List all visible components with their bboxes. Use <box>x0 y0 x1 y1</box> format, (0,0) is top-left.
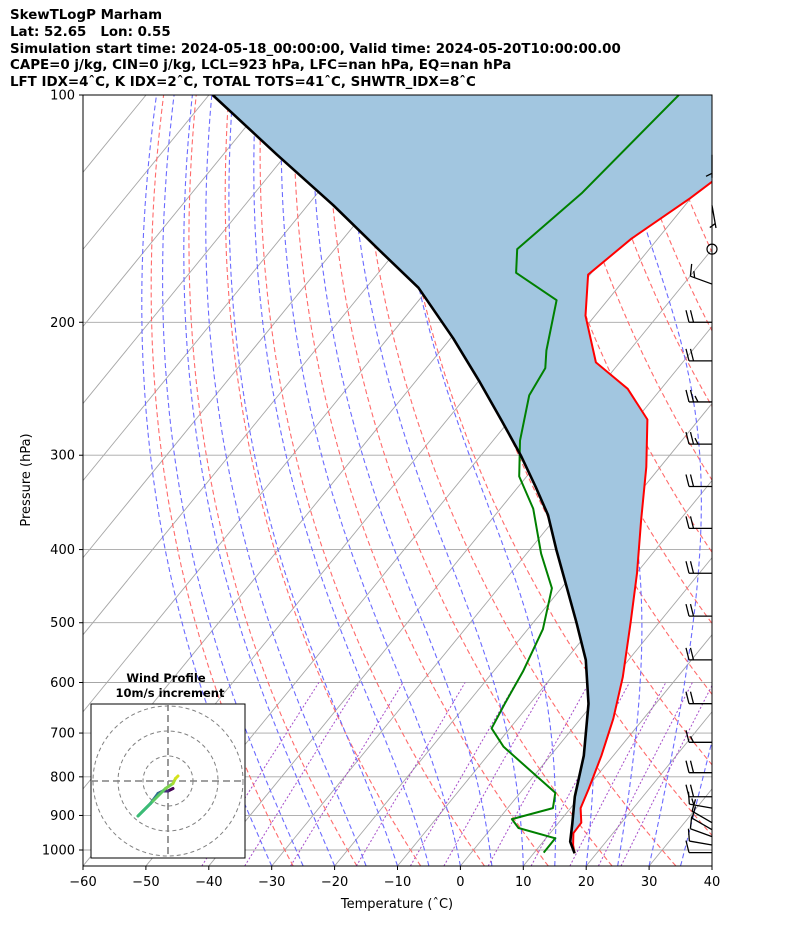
isotherm-line <box>334 402 712 866</box>
moist-adiabat-line <box>183 95 336 866</box>
x-tick-label: −60 <box>69 875 96 890</box>
dry-adiabat-line <box>150 95 294 866</box>
mixing-ratio-line <box>355 682 466 866</box>
wind-barb <box>685 431 712 445</box>
mixing-ratio-line <box>290 682 404 866</box>
y-tick-label: 400 <box>50 543 75 558</box>
y-axis-label: Pressure (hPa) <box>19 433 34 526</box>
x-tick-label: 20 <box>578 875 595 890</box>
moist-adiabat-line <box>390 95 557 866</box>
calm-wind-marker <box>706 243 718 255</box>
chart-title: SkewTLogP Marham <box>10 8 163 23</box>
dry-adiabat-line <box>783 95 794 866</box>
hodograph-segment <box>151 787 167 803</box>
wind-barb <box>685 691 712 705</box>
wind-barb <box>685 760 712 774</box>
dry-adiabat-line <box>750 95 794 866</box>
hodograph-subtitle: 10m/s increment <box>116 686 225 700</box>
isotherm-line <box>397 479 712 866</box>
mixing-ratio-line <box>620 684 712 866</box>
isotherm-line <box>711 865 712 866</box>
y-tick-label: 200 <box>50 316 75 331</box>
moist-adiabat-line <box>162 95 304 866</box>
wind-barb <box>685 840 712 854</box>
time-line: Simulation start time: 2024-05-18_00:00:… <box>10 41 621 57</box>
x-tick-label: 30 <box>641 875 658 890</box>
dry-adiabat-line <box>718 95 794 866</box>
location-line: Lat: 52.65 Lon: 0.55 <box>10 24 171 40</box>
indices-line-1: CAPE=0 j/kg, CIN=0 j/kg, LCL=923 hPa, LF… <box>10 58 512 74</box>
hodograph-segment <box>136 799 155 818</box>
dry-adiabat-line <box>325 95 613 866</box>
isotherm-line <box>460 556 712 866</box>
hodograph-inset: Wind Profile 10m/s increment <box>90 671 246 859</box>
isotherm-line <box>83 95 273 328</box>
chart-header: SkewTLogP Marham Lat: 52.65 Lon: 0.55 Si… <box>10 8 621 92</box>
x-tick-label: −30 <box>258 875 285 890</box>
hodograph-segment <box>174 774 180 780</box>
wind-barb <box>685 348 712 362</box>
wind-barb <box>685 516 712 530</box>
x-axis-label: Temperature (ˆC) <box>340 897 453 912</box>
temperature-profile-line <box>572 180 712 854</box>
dry-adiabat-line <box>259 95 485 866</box>
wind-barb <box>709 205 717 229</box>
wind-barb <box>685 474 712 488</box>
moist-adiabat-line <box>711 863 712 866</box>
dry-adiabat-line <box>293 95 549 866</box>
moist-adiabat-line <box>347 95 524 866</box>
moist-adiabat-line <box>205 95 367 866</box>
dry-adiabat-line <box>358 95 677 866</box>
x-tick-label: −20 <box>321 875 348 890</box>
isotherm-line <box>522 634 712 866</box>
y-tick-label: 900 <box>50 809 75 824</box>
wind-barb <box>685 389 712 403</box>
isotherm-line <box>83 95 210 251</box>
moist-adiabat-line <box>228 95 399 866</box>
y-tick-label: 500 <box>50 616 75 631</box>
y-tick-label: 600 <box>50 676 75 691</box>
wind-barb <box>705 154 713 178</box>
y-tick-label: 800 <box>50 770 75 785</box>
y-tick-label: 1000 <box>42 844 75 859</box>
indices-line-2: LFT IDX=4ˆC, K IDX=2ˆC, TOTAL TOTS=41ˆC,… <box>10 75 476 91</box>
dry-adiabat-line <box>224 95 422 866</box>
x-tick-label: 0 <box>456 875 464 890</box>
mixing-ratio-line <box>569 682 667 866</box>
wind-barb <box>687 828 713 846</box>
wind-barb <box>685 647 712 661</box>
wind-barb <box>685 310 712 323</box>
hodograph-title: Wind Profile <box>126 671 206 685</box>
mixing-ratio-line <box>487 682 590 866</box>
mixing-ratio-line <box>244 682 361 866</box>
wind-barb <box>685 561 712 574</box>
isotherm-line <box>145 171 712 866</box>
x-tick-label: −50 <box>132 875 159 890</box>
isotherm-line <box>208 248 712 866</box>
wind-barb <box>685 603 712 617</box>
moist-adiabat-line <box>141 95 273 866</box>
dewpoint-profile-line <box>490 95 680 854</box>
x-tick-label: 10 <box>515 875 532 890</box>
x-tick-label: 40 <box>704 875 721 890</box>
moist-adiabat-line <box>311 95 493 866</box>
wind-barb <box>685 784 712 798</box>
y-tick-label: 700 <box>50 727 75 742</box>
y-tick-label: 100 <box>50 89 75 104</box>
x-tick-label: −10 <box>384 875 411 890</box>
moist-adiabat-line <box>253 95 430 866</box>
dry-adiabat-line <box>188 95 358 866</box>
wind-barb <box>685 730 712 743</box>
moist-adiabat-line <box>605 95 702 866</box>
wind-barb <box>689 263 713 285</box>
moist-adiabat-line <box>280 95 461 866</box>
y-tick-label: 300 <box>50 449 75 464</box>
hodograph-segment <box>164 782 175 790</box>
isotherm-line <box>83 95 336 405</box>
x-tick-label: −40 <box>195 875 222 890</box>
wind-barb <box>689 816 713 838</box>
parcel-path-line <box>211 95 590 854</box>
mixing-ratio-line <box>597 682 693 866</box>
